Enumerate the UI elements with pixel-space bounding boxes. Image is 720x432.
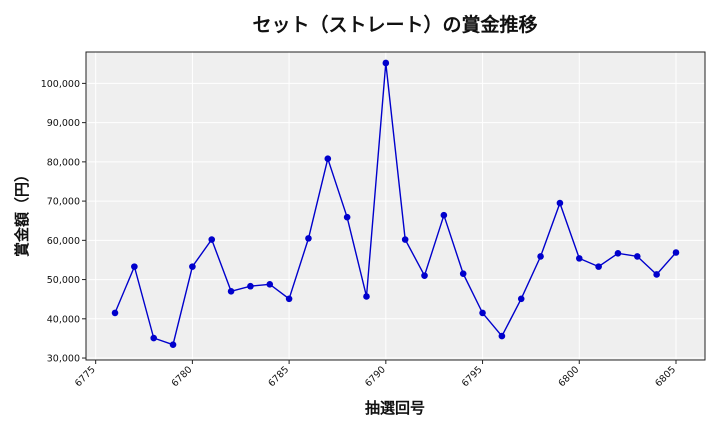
data-point <box>208 236 216 243</box>
data-point <box>247 282 254 290</box>
y-tick-label: 60,000 <box>47 236 80 247</box>
x-axis-ticks: 6775 6780 6785 6790 6795 6800 6805 <box>73 360 678 389</box>
data-point <box>672 249 680 256</box>
x-tick-label: 6775 <box>73 364 98 389</box>
data-point <box>285 295 293 303</box>
x-axis-label: 抽選回号 <box>365 399 425 417</box>
x-tick-label: 6805 <box>653 364 678 389</box>
data-point <box>382 59 390 67</box>
x-tick-label: 6780 <box>170 364 195 389</box>
data-point <box>150 334 158 342</box>
data-point <box>498 332 506 340</box>
chart-title: セット（ストレート）の賞金推移 <box>252 13 537 36</box>
data-point <box>440 211 448 219</box>
plot-frame <box>85 51 706 361</box>
y-axis-label: 賞金額（円） <box>13 167 31 257</box>
series-layer <box>111 59 680 348</box>
data-point <box>324 155 332 163</box>
data-point <box>459 270 467 277</box>
x-tick-label: 6785 <box>266 364 291 389</box>
y-tick-label: 100,000 <box>41 79 80 90</box>
data-point <box>556 199 564 207</box>
data-point <box>614 249 622 257</box>
x-tick-label: 6800 <box>557 364 582 389</box>
y-axis-ticks: 30,000 40,000 50,000 60,000 70,000 80,000 90,0… <box>41 79 86 365</box>
data-point <box>653 271 660 278</box>
data-point <box>266 280 274 288</box>
series-line <box>114 62 677 346</box>
data-point <box>305 235 312 242</box>
data-point <box>363 293 370 300</box>
data-point <box>131 263 138 270</box>
data-point <box>517 295 525 303</box>
data-point <box>169 341 177 348</box>
y-tick-label: 30,000 <box>47 354 80 365</box>
data-point <box>595 263 602 270</box>
y-tick-label: 70,000 <box>47 197 80 208</box>
y-tick-label: 90,000 <box>47 118 80 129</box>
y-tick-label: 80,000 <box>47 157 80 168</box>
y-tick-label: 40,000 <box>47 314 80 325</box>
data-point <box>537 253 544 260</box>
data-point <box>479 309 486 317</box>
data-point <box>111 309 119 317</box>
data-point <box>575 255 583 262</box>
y-tick-label: 50,000 <box>47 275 80 286</box>
data-point <box>343 213 351 221</box>
data-point <box>227 288 235 295</box>
data-point <box>633 253 641 260</box>
x-tick-label: 6790 <box>363 364 388 389</box>
data-point <box>401 236 409 243</box>
x-tick-label: 6795 <box>460 364 485 389</box>
data-point <box>421 272 428 279</box>
plot-area <box>86 52 705 360</box>
data-point <box>189 263 196 270</box>
